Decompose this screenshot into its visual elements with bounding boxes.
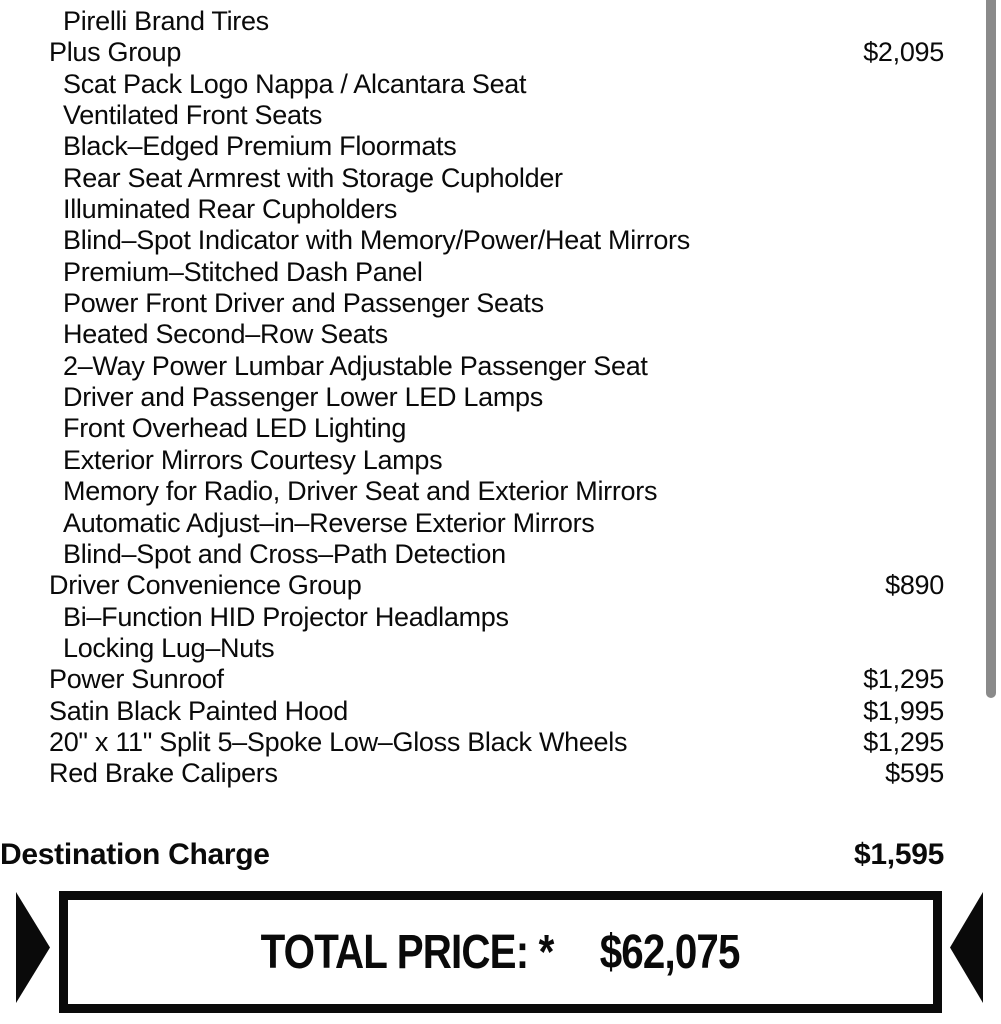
- total-price-label: TOTAL PRICE: *: [261, 925, 555, 979]
- option-label: Power Sunroof: [49, 664, 224, 695]
- option-label: Power Front Driver and Passenger Seats: [63, 288, 544, 319]
- option-row: Automatic Adjust–in–Reverse Exterior Mir…: [0, 508, 944, 539]
- option-row: Red Brake Calipers $595: [0, 758, 944, 789]
- option-row: Locking Lug–Nuts: [0, 633, 944, 664]
- option-row: Plus Group $2,095: [0, 37, 944, 68]
- option-label: 2–Way Power Lumbar Adjustable Passenger …: [63, 350, 648, 381]
- option-row: Blind–Spot and Cross–Path Detection: [0, 539, 944, 570]
- option-row: Power Sunroof $1,295: [0, 664, 944, 695]
- option-row: Black–Edged Premium Floormats: [0, 131, 944, 162]
- option-row: Memory for Radio, Driver Seat and Exteri…: [0, 476, 944, 507]
- option-label: Ventilated Front Seats: [63, 100, 323, 131]
- option-price: $1,295: [863, 664, 944, 695]
- option-row: Power Front Driver and Passenger Seats: [0, 288, 944, 319]
- option-label: Heated Second–Row Seats: [63, 319, 388, 350]
- destination-charge-label: Destination Charge: [0, 838, 270, 871]
- option-row: 2–Way Power Lumbar Adjustable Passenger …: [0, 351, 944, 382]
- option-row: Premium–Stitched Dash Panel: [0, 257, 944, 288]
- option-label: Illuminated Rear Cupholders: [63, 194, 398, 225]
- option-row: Exterior Mirrors Courtesy Lamps: [0, 445, 944, 476]
- option-row: Heated Second–Row Seats: [0, 319, 944, 350]
- option-label: Driver Convenience Group: [49, 570, 362, 601]
- option-row: Blind–Spot Indicator with Memory/Power/H…: [0, 225, 944, 256]
- option-price: $1,995: [863, 695, 944, 726]
- option-row: Driver Convenience Group $890: [0, 570, 944, 601]
- option-row: Rear Seat Armrest with Storage Cupholder: [0, 163, 944, 194]
- destination-charge-row: Destination Charge $1,595: [0, 838, 944, 872]
- option-label: Blind–Spot and Cross–Path Detection: [63, 538, 506, 569]
- option-label: Locking Lug–Nuts: [63, 632, 275, 663]
- option-label: Black–Edged Premium Floormats: [63, 131, 457, 162]
- option-row: Satin Black Painted Hood $1,995: [0, 696, 944, 727]
- total-price-box: TOTAL PRICE: * $62,075: [59, 891, 942, 1013]
- option-label: Front Overhead LED Lighting: [63, 413, 407, 444]
- left-arrow-icon: [16, 892, 50, 1003]
- total-price-line: TOTAL PRICE: * $62,075: [261, 925, 741, 980]
- option-label: 20" x 11" Split 5–Spoke Low–Gloss Black …: [49, 726, 628, 757]
- option-label: Premium–Stitched Dash Panel: [63, 256, 423, 287]
- option-price: $2,095: [863, 37, 944, 68]
- option-label: Exterior Mirrors Courtesy Lamps: [63, 444, 443, 475]
- option-label: Plus Group: [49, 37, 182, 68]
- option-row: Ventilated Front Seats: [0, 100, 944, 131]
- option-label: Scat Pack Logo Nappa / Alcantara Seat: [63, 68, 527, 99]
- scrollbar-thumb[interactable]: [986, 0, 996, 698]
- total-price-value: $62,075: [600, 925, 741, 979]
- option-label: Driver and Passenger Lower LED Lamps: [63, 382, 543, 413]
- option-row: Pirelli Brand Tires: [0, 6, 944, 37]
- option-row: 20" x 11" Split 5–Spoke Low–Gloss Black …: [0, 727, 944, 758]
- option-label: Satin Black Painted Hood: [49, 695, 348, 726]
- option-price: $890: [885, 570, 944, 601]
- option-row: Driver and Passenger Lower LED Lamps: [0, 382, 944, 413]
- option-label: Memory for Radio, Driver Seat and Exteri…: [63, 476, 658, 507]
- option-label: Rear Seat Armrest with Storage Cupholder: [63, 162, 563, 193]
- option-price: $1,295: [863, 726, 944, 757]
- right-arrow-icon: [950, 892, 983, 1003]
- option-label: Bi–Function HID Projector Headlamps: [63, 601, 509, 632]
- option-label: Blind–Spot Indicator with Memory/Power/H…: [63, 225, 690, 256]
- option-price: $595: [885, 758, 944, 789]
- option-label: Red Brake Calipers: [49, 758, 278, 789]
- option-row: Bi–Function HID Projector Headlamps: [0, 602, 944, 633]
- option-label: Pirelli Brand Tires: [63, 6, 269, 36]
- option-row: Scat Pack Logo Nappa / Alcantara Seat: [0, 69, 944, 100]
- option-row: Illuminated Rear Cupholders: [0, 194, 944, 225]
- options-list: Pirelli Brand Tires Plus Group $2,095 Sc…: [0, 6, 944, 790]
- option-label: Automatic Adjust–in–Reverse Exterior Mir…: [63, 507, 595, 538]
- destination-charge-price: $1,595: [854, 838, 944, 871]
- option-row: Front Overhead LED Lighting: [0, 413, 944, 444]
